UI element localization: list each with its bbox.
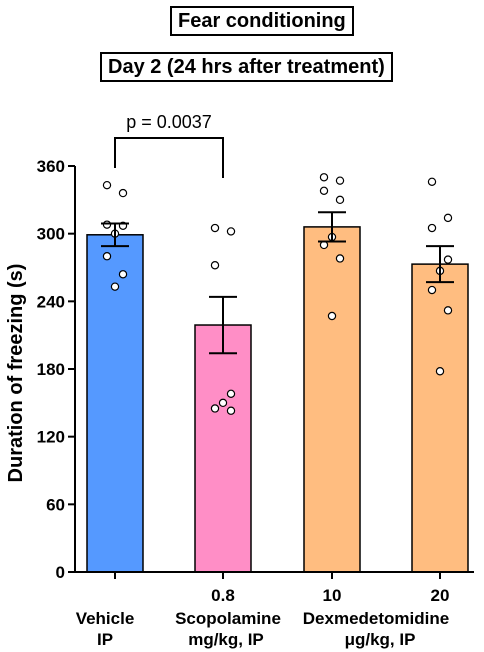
y-axis-label: Duration of freezing (s) xyxy=(5,264,27,483)
annotation-layer: p = 0.0037 xyxy=(114,112,224,178)
bar-0 xyxy=(86,234,144,573)
data-point xyxy=(319,186,329,196)
data-point xyxy=(118,188,128,198)
x-category-label-line1: Vehicle xyxy=(76,609,135,628)
data-point xyxy=(226,227,236,236)
data-point xyxy=(427,223,437,233)
data-point xyxy=(427,177,437,186)
bar-2 xyxy=(303,226,361,573)
data-point xyxy=(110,282,120,291)
x-dose-label: 10 xyxy=(323,586,342,605)
x-category-label-line2: mg/kg, IP xyxy=(188,630,264,649)
data-point xyxy=(435,367,445,376)
data-point xyxy=(102,252,112,261)
bar-1 xyxy=(194,324,252,573)
data-point xyxy=(210,223,220,233)
data-point xyxy=(327,311,337,321)
chart-title: Fear conditioning xyxy=(170,6,354,36)
p-value-label: p = 0.0037 xyxy=(126,112,212,132)
data-point xyxy=(335,195,345,205)
data-point xyxy=(210,261,220,270)
x-dose-label: 20 xyxy=(431,586,450,605)
data-point xyxy=(443,213,453,223)
x-category-label-line1: Dexmedetomidine xyxy=(303,609,449,628)
y-tick-label: 60 xyxy=(46,495,65,514)
bars-layer xyxy=(86,226,469,573)
axes-layer: 0 60 120 180 240 300 360 0.8 10 20 Vehicle IP Scopol… xyxy=(37,157,474,649)
data-point xyxy=(218,398,228,408)
x-category-label-line2: μg/kg, IP xyxy=(345,630,416,649)
points-layer xyxy=(102,173,453,415)
y-tick-label: 300 xyxy=(37,225,65,244)
data-point xyxy=(210,404,220,413)
significance-bracket xyxy=(114,137,224,178)
data-point xyxy=(335,254,345,263)
y-tick-label: 360 xyxy=(37,157,65,176)
x-dose-label: 0.8 xyxy=(211,586,235,605)
bar-3 xyxy=(411,263,469,573)
data-point xyxy=(102,180,112,190)
data-point xyxy=(118,270,128,279)
data-point xyxy=(102,220,112,229)
data-point xyxy=(443,306,453,315)
data-point xyxy=(226,406,236,415)
y-tick-label: 120 xyxy=(37,428,65,447)
y-tick-label: 180 xyxy=(37,360,65,379)
y-tick-label: 240 xyxy=(37,292,65,311)
x-category-label-line2: IP xyxy=(97,630,113,649)
x-category-label-line1: Scopolamine xyxy=(175,609,281,628)
data-point xyxy=(443,255,453,264)
data-point xyxy=(319,173,329,182)
error-bars-layer xyxy=(101,211,454,355)
data-point xyxy=(335,176,345,185)
chart-subtitle: Day 2 (24 hrs after treatment) xyxy=(100,52,393,82)
y-tick-label: 0 xyxy=(56,563,65,582)
data-point xyxy=(427,285,437,295)
data-point xyxy=(226,389,236,399)
